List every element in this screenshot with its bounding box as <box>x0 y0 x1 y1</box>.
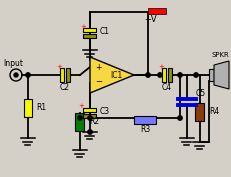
Circle shape <box>157 73 161 77</box>
Text: R4: R4 <box>208 107 218 116</box>
Text: C1: C1 <box>100 27 109 36</box>
Text: R3: R3 <box>139 125 149 135</box>
Bar <box>24 99 32 117</box>
Circle shape <box>177 116 181 120</box>
Bar <box>167 68 171 82</box>
Circle shape <box>87 130 92 134</box>
Circle shape <box>87 116 92 120</box>
Bar <box>66 68 70 82</box>
Text: Input: Input <box>3 59 23 67</box>
Text: −: − <box>94 78 102 87</box>
Bar <box>134 116 155 124</box>
Text: C5: C5 <box>195 90 205 98</box>
Bar <box>83 28 96 32</box>
Bar <box>161 68 165 82</box>
Text: C2: C2 <box>60 82 70 92</box>
Text: +: + <box>78 103 84 109</box>
Text: +: + <box>56 64 62 70</box>
Circle shape <box>177 73 181 77</box>
Text: +V: +V <box>143 16 156 24</box>
Circle shape <box>193 73 197 77</box>
Bar <box>208 69 213 81</box>
Bar <box>75 113 84 131</box>
Text: R1: R1 <box>36 104 46 113</box>
Polygon shape <box>213 61 228 89</box>
Circle shape <box>14 73 18 77</box>
Bar <box>83 34 96 38</box>
Text: +: + <box>157 64 163 70</box>
Text: IC1: IC1 <box>109 70 122 79</box>
Text: C3: C3 <box>100 107 110 116</box>
Circle shape <box>145 73 149 77</box>
Text: +: + <box>80 24 85 30</box>
Bar <box>83 108 96 112</box>
Bar <box>83 114 96 118</box>
Bar <box>195 103 204 121</box>
Circle shape <box>26 73 30 77</box>
Text: +: + <box>94 64 101 73</box>
Bar <box>147 8 165 14</box>
Bar <box>60 68 64 82</box>
Text: C4: C4 <box>161 84 171 93</box>
Circle shape <box>77 116 82 120</box>
Text: R2: R2 <box>89 118 99 127</box>
Polygon shape <box>90 57 134 93</box>
Text: SPKR: SPKR <box>210 52 228 58</box>
